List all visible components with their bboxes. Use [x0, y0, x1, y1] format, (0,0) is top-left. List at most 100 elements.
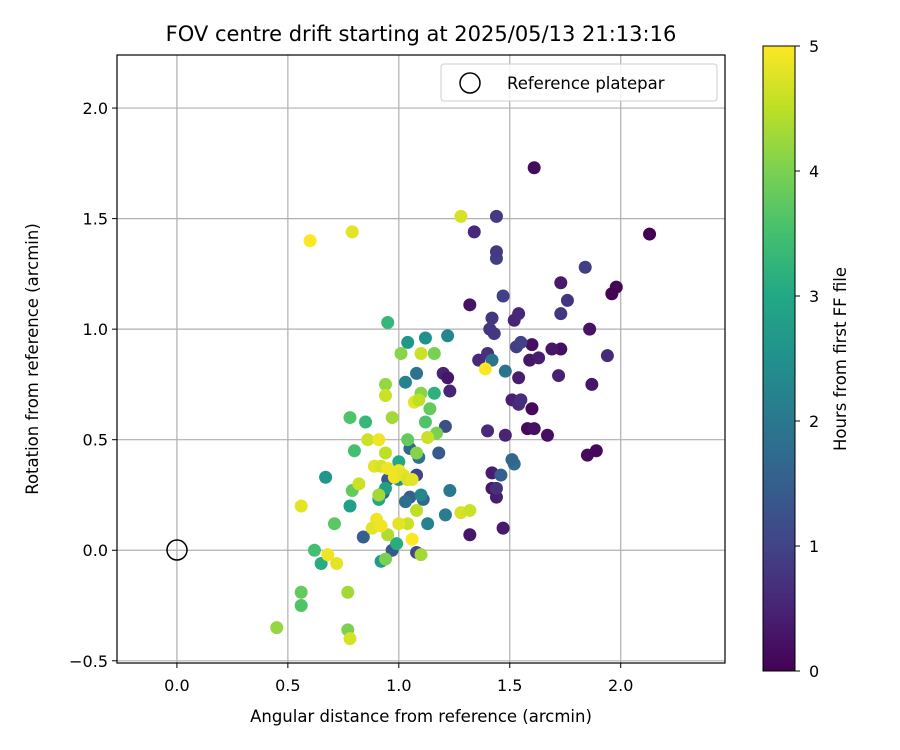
data-point — [540, 428, 554, 442]
data-point — [525, 402, 539, 416]
data-point — [489, 245, 503, 259]
data-point — [398, 495, 412, 509]
data-point — [356, 530, 370, 544]
data-point — [583, 322, 597, 336]
data-point — [294, 499, 308, 513]
data-point — [585, 377, 599, 391]
data-point — [463, 503, 477, 517]
legend: Reference platepar — [440, 63, 718, 102]
legend-label: Reference platepar — [507, 74, 665, 93]
data-point — [343, 632, 357, 646]
data-point — [512, 371, 526, 385]
legend-box — [440, 63, 718, 102]
data-point — [381, 461, 395, 475]
data-point — [345, 225, 359, 239]
data-point — [432, 446, 446, 460]
data-point — [487, 327, 501, 341]
data-point — [514, 393, 528, 407]
y-tick-label: 1.0 — [83, 320, 108, 339]
data-point — [421, 517, 435, 531]
data-point — [560, 293, 574, 307]
data-point — [343, 499, 357, 513]
data-point — [385, 411, 399, 425]
data-point — [580, 448, 594, 462]
y-axis-label: Rotation from reference (arcmin) — [23, 223, 42, 495]
ticks: 0.0 0.5 1.0 1.5 2.0 −0.5 0.0 0.5 1.0 1.5 2.0 — [69, 99, 633, 695]
data-point — [467, 225, 481, 239]
data-point — [494, 468, 508, 482]
data-point — [418, 331, 432, 345]
data-point — [552, 369, 566, 383]
colorbar-label: Hours from first FF file — [831, 267, 850, 451]
data-point — [405, 532, 419, 546]
data-point — [496, 521, 510, 535]
colorbar-gradient — [762, 45, 796, 672]
data-point — [525, 338, 539, 352]
data-point — [374, 519, 388, 533]
x-tick-label: 0.5 — [275, 676, 300, 695]
data-point — [418, 415, 432, 429]
data-point — [441, 371, 455, 385]
data-point — [294, 599, 308, 613]
data-point — [600, 349, 614, 363]
x-tick-label: 1.5 — [497, 676, 522, 695]
data-point — [489, 481, 503, 495]
x-tick-label: 1.0 — [386, 676, 411, 695]
data-point — [505, 453, 519, 467]
y-tick-label: 1.5 — [83, 210, 108, 229]
data-point — [427, 346, 441, 360]
data-point — [401, 433, 415, 447]
data-point — [390, 537, 404, 551]
data-point — [294, 585, 308, 599]
data-point — [378, 446, 392, 460]
colorbar-tick-label: 0 — [809, 662, 819, 681]
data-point — [463, 528, 477, 542]
legend-marker-icon — [459, 72, 481, 94]
data-point — [405, 472, 419, 486]
data-point — [410, 366, 424, 380]
colorbar-tick-label: 1 — [809, 537, 819, 556]
data-point — [410, 503, 424, 517]
data-point — [343, 411, 357, 425]
data-point — [352, 477, 366, 491]
data-point — [512, 307, 526, 321]
reference-point-marker — [166, 539, 188, 561]
data-point — [527, 161, 541, 175]
plot-frame — [116, 54, 726, 664]
data-point — [605, 287, 619, 301]
y-tick-label: 0.0 — [83, 541, 108, 560]
data-point — [321, 548, 335, 562]
data-point — [545, 342, 559, 356]
data-point — [443, 384, 457, 398]
data-point — [414, 548, 428, 562]
data-point — [341, 585, 355, 599]
data-point — [532, 351, 546, 365]
x-axis-label: Angular distance from reference (arcmin) — [250, 707, 592, 726]
data-point — [330, 557, 344, 571]
data-points — [270, 161, 657, 646]
data-point — [498, 428, 512, 442]
data-point — [270, 621, 284, 635]
data-point — [472, 353, 486, 367]
colorbar-ticks: 0 1 2 3 4 5 — [795, 37, 819, 681]
data-point — [423, 402, 437, 416]
data-point — [378, 388, 392, 402]
data-point — [514, 335, 528, 349]
x-tick-label: 0.0 — [164, 676, 189, 695]
data-point — [303, 234, 317, 248]
data-point — [412, 393, 426, 407]
data-point — [527, 422, 541, 436]
colorbar-tick-label: 4 — [809, 162, 819, 181]
colorbar-tick-label: 2 — [809, 412, 819, 431]
data-point — [489, 209, 503, 223]
data-point — [327, 517, 341, 531]
data-point — [443, 484, 457, 498]
data-point — [438, 508, 452, 522]
data-point — [478, 362, 492, 376]
data-point — [427, 386, 441, 400]
data-point — [414, 488, 428, 502]
data-point — [392, 517, 406, 531]
chart-title: FOV centre drift starting at 2025/05/13 … — [166, 22, 677, 46]
data-point — [372, 433, 386, 447]
data-point — [347, 444, 361, 458]
